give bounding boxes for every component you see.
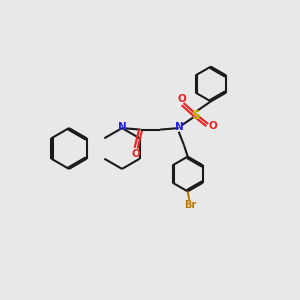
Text: N: N — [175, 122, 183, 132]
Text: O: O — [208, 121, 217, 131]
Text: Br: Br — [184, 200, 196, 210]
Text: N: N — [118, 122, 127, 132]
Text: O: O — [131, 148, 140, 159]
Text: O: O — [178, 94, 186, 104]
Text: S: S — [191, 109, 200, 122]
